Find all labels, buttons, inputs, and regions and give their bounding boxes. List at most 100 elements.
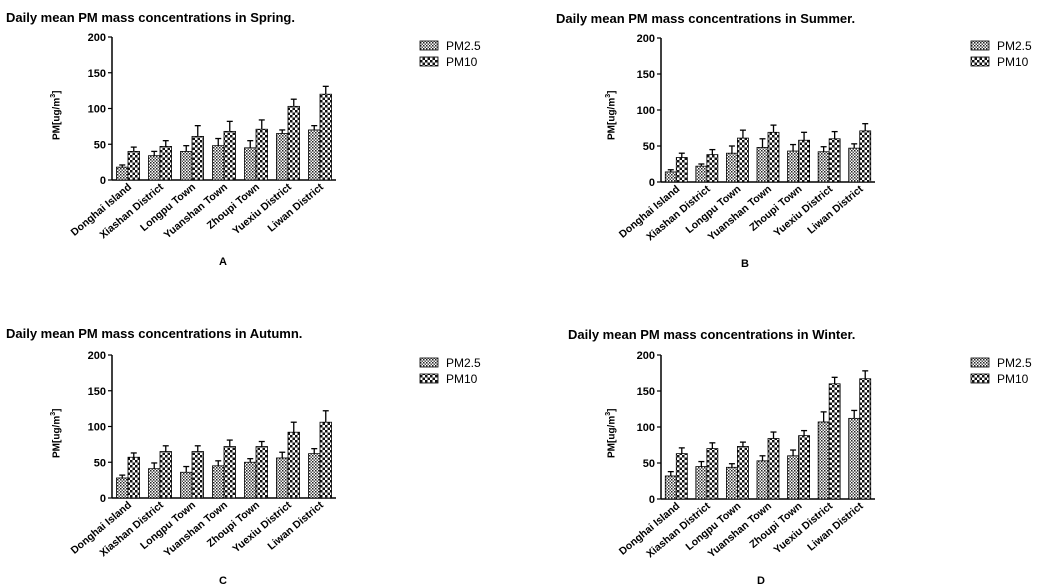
- y-tick-label: 100: [637, 422, 655, 434]
- y-tick-label: 200: [88, 32, 106, 44]
- bar-pm10: [828, 383, 841, 500]
- y-tick-label: 0: [100, 493, 106, 505]
- legend-swatch-pm25: [419, 357, 439, 368]
- bar-pm25: [787, 150, 799, 183]
- bar-pm25: [116, 166, 129, 181]
- y-tick-label: 150: [637, 386, 655, 398]
- bar-pm25: [180, 471, 193, 499]
- y-tick-label: 100: [88, 422, 106, 434]
- y-tick-label: 150: [88, 68, 106, 80]
- legend-swatch-pm10: [970, 56, 990, 67]
- bar-pm10: [159, 451, 172, 499]
- bar-pm10: [798, 435, 810, 500]
- y-tick-label: 200: [88, 350, 106, 362]
- legend-swatch-pm25: [419, 40, 439, 51]
- y-tick-label: 200: [637, 350, 655, 362]
- panel-label: A: [219, 256, 227, 268]
- panel-label: D: [757, 575, 765, 587]
- chart-title: Daily mean PM mass concentrations in Aut…: [6, 326, 303, 341]
- bar-pm25: [848, 147, 861, 183]
- bar-pm10: [859, 378, 872, 500]
- bar-pm10: [675, 453, 688, 500]
- bar-pm25: [695, 165, 708, 183]
- legend-label-pm25: PM2.5: [446, 356, 481, 370]
- bar-pm10: [191, 135, 204, 181]
- bar-pm25: [726, 152, 738, 183]
- bar-pm10: [767, 438, 780, 500]
- bar-pm25: [308, 453, 321, 499]
- chart-title: Daily mean PM mass concentrations in Win…: [568, 327, 856, 342]
- bar-pm25: [756, 460, 769, 500]
- bar-pm10: [319, 93, 332, 181]
- chart-panel-summer: Daily mean PM mass concentrations in Sum…: [527, 0, 1055, 285]
- legend-label-pm10: PM10: [997, 372, 1029, 386]
- bar-pm25: [787, 455, 799, 500]
- legend-label-pm10: PM10: [997, 55, 1029, 69]
- bar-pm10: [127, 456, 140, 499]
- bar-pm10: [767, 131, 780, 183]
- y-tick-label: 150: [637, 69, 655, 81]
- y-tick-label: 0: [100, 175, 106, 187]
- panel-label: C: [219, 575, 227, 587]
- bar-pm10: [159, 145, 172, 181]
- chart-title: Daily mean PM mass concentrations in Spr…: [6, 10, 295, 25]
- legend-label-pm25: PM2.5: [997, 39, 1032, 53]
- bar-pm25: [276, 133, 289, 181]
- y-tick-label: 50: [94, 139, 106, 151]
- bar-pm25: [244, 147, 257, 181]
- bar-pm10: [191, 451, 204, 499]
- bar-pm10: [319, 421, 332, 499]
- bar-pm25: [695, 466, 708, 500]
- bar-pm10: [706, 154, 719, 183]
- bar-pm25: [212, 465, 225, 499]
- bar-pm25: [244, 461, 257, 499]
- bar-pm10: [223, 446, 236, 499]
- y-tick-label: 50: [94, 457, 106, 469]
- bar-pm25: [726, 466, 738, 500]
- bar-pm10: [859, 130, 872, 183]
- chart-title: Daily mean PM mass concentrations in Sum…: [556, 11, 856, 26]
- bar-pm25: [817, 421, 830, 500]
- bar-pm10: [127, 150, 140, 181]
- y-tick-label: 0: [649, 177, 655, 189]
- chart-panel-spring: Daily mean PM mass concentrations in Spr…: [0, 0, 520, 285]
- y-tick-label: 50: [643, 141, 655, 153]
- bar-pm25: [848, 417, 861, 500]
- legend-swatch-pm10: [970, 373, 990, 384]
- x-tick-label: Liwan District: [265, 181, 326, 235]
- legend-label-pm10: PM10: [446, 372, 478, 386]
- bar-pm10: [828, 138, 841, 183]
- bar-pm25: [664, 475, 677, 500]
- bar-pm10: [675, 157, 688, 183]
- chart-panel-winter: Daily mean PM mass concentrations in Win…: [527, 290, 1055, 587]
- y-tick-label: 0: [649, 494, 655, 506]
- bar-pm25: [212, 145, 225, 181]
- bar-pm25: [180, 150, 193, 181]
- bar-pm25: [664, 171, 677, 183]
- bar-pm25: [148, 468, 161, 499]
- bar-pm25: [116, 477, 129, 499]
- legend-label-pm25: PM2.5: [997, 356, 1032, 370]
- bar-pm10: [706, 448, 719, 500]
- bar-pm10: [737, 137, 749, 183]
- bar-pm10: [255, 128, 268, 181]
- y-tick-label: 100: [637, 105, 655, 117]
- bar-pm25: [817, 151, 830, 183]
- legend-swatch-pm10: [419, 56, 439, 67]
- bar-pm10: [798, 139, 810, 183]
- bar-pm10: [223, 130, 236, 181]
- y-tick-label: 200: [637, 33, 655, 45]
- chart-panel-autumn: Daily mean PM mass concentrations in Aut…: [0, 290, 520, 587]
- bar-pm25: [308, 129, 321, 181]
- bar-pm10: [737, 446, 749, 500]
- bar-pm25: [148, 155, 161, 181]
- panel-label: B: [741, 258, 749, 270]
- legend-swatch-pm25: [970, 357, 990, 368]
- bar-pm10: [287, 431, 300, 499]
- bar-pm10: [287, 105, 300, 181]
- bar-pm25: [756, 147, 769, 183]
